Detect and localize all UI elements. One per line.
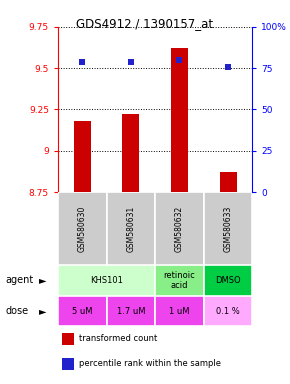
Text: ►: ► — [39, 275, 47, 285]
Bar — [74, 121, 91, 192]
Text: 5 uM: 5 uM — [72, 306, 93, 316]
Bar — [204, 192, 252, 265]
Bar — [171, 48, 188, 192]
Text: 0.1 %: 0.1 % — [216, 306, 240, 316]
Text: retinoic
acid: retinoic acid — [164, 271, 195, 290]
Text: percentile rank within the sample: percentile rank within the sample — [79, 359, 221, 368]
Bar — [58, 296, 106, 326]
Bar — [58, 192, 106, 265]
Text: GSM580633: GSM580633 — [224, 205, 233, 252]
Bar — [220, 172, 237, 192]
Text: KHS101: KHS101 — [90, 276, 123, 285]
Text: DMSO: DMSO — [215, 276, 241, 285]
Bar — [106, 192, 155, 265]
Bar — [62, 333, 74, 345]
Bar — [204, 296, 252, 326]
Text: transformed count: transformed count — [79, 334, 158, 343]
Bar — [204, 265, 252, 296]
Bar — [155, 192, 204, 265]
Text: GSM580630: GSM580630 — [78, 205, 87, 252]
Bar — [155, 296, 204, 326]
Bar — [122, 114, 139, 192]
Bar — [155, 265, 204, 296]
Text: 1.7 uM: 1.7 uM — [117, 306, 145, 316]
Text: GDS4912 / 1390157_at: GDS4912 / 1390157_at — [77, 17, 213, 30]
Text: GSM580631: GSM580631 — [126, 205, 135, 252]
Text: GSM580632: GSM580632 — [175, 205, 184, 252]
Text: ►: ► — [39, 306, 47, 316]
Text: agent: agent — [6, 275, 34, 285]
Text: dose: dose — [6, 306, 29, 316]
Bar — [62, 358, 74, 370]
Text: 1 uM: 1 uM — [169, 306, 190, 316]
Bar — [106, 296, 155, 326]
Bar — [58, 265, 155, 296]
